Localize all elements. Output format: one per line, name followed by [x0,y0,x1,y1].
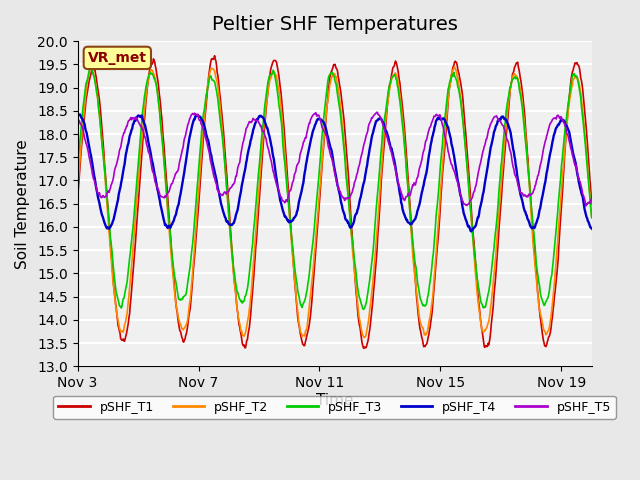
pSHF_T1 [360,346,368,351]
pSHF_T3 [74,164,81,169]
pSHF_T3 [465,187,472,193]
pSHF_T4 [518,195,525,201]
pSHF_T5 [387,146,394,152]
pSHF_T5 [372,110,380,116]
pSHF_T1 [465,170,472,176]
pSHF_T1 [211,53,218,59]
pSHF_T4 [74,112,81,118]
Line: pSHF_T3: pSHF_T3 [77,68,592,309]
pSHF_T5 [588,195,596,201]
pSHF_T2 [373,232,381,238]
pSHF_T1 [374,240,381,246]
pSHF_T4 [588,226,596,231]
pSHF_T1 [588,201,596,207]
Y-axis label: Soil Temperature: Soil Temperature [15,139,30,269]
Text: VR_met: VR_met [88,51,147,65]
pSHF_T2 [402,154,410,159]
pSHF_T4 [387,143,394,149]
pSHF_T3 [106,226,113,232]
pSHF_T3 [403,168,410,174]
pSHF_T2 [105,230,113,236]
pSHF_T4 [74,111,82,117]
pSHF_T5 [517,190,525,196]
pSHF_T1 [74,197,81,203]
Line: pSHF_T1: pSHF_T1 [77,56,592,348]
pSHF_T2 [465,182,472,188]
X-axis label: Time: Time [316,393,353,408]
Line: pSHF_T4: pSHF_T4 [77,114,592,231]
pSHF_T4 [464,224,472,229]
pSHF_T5 [74,116,81,122]
pSHF_T4 [402,215,410,221]
pSHF_T1 [387,76,395,82]
pSHF_T2 [387,83,394,88]
pSHF_T2 [74,189,81,194]
pSHF_T5 [582,203,589,209]
pSHF_T2 [518,94,525,100]
pSHF_T1 [518,83,525,89]
pSHF_T2 [360,335,368,340]
pSHF_T3 [374,192,381,198]
pSHF_T4 [106,225,113,230]
Line: pSHF_T2: pSHF_T2 [77,67,592,337]
pSHF_T5 [374,109,381,115]
Title: Peltier SHF Temperatures: Peltier SHF Temperatures [212,15,458,34]
pSHF_T1 [105,222,113,228]
pSHF_T4 [373,118,381,123]
pSHF_T5 [402,194,410,200]
pSHF_T1 [403,151,410,156]
pSHF_T3 [387,77,395,83]
pSHF_T3 [588,215,596,221]
pSHF_T3 [88,65,95,71]
pSHF_T2 [588,214,596,220]
pSHF_T5 [464,202,472,207]
pSHF_T2 [451,64,458,70]
pSHF_T4 [467,228,475,234]
pSHF_T5 [105,190,113,195]
pSHF_T3 [360,306,367,312]
Legend: pSHF_T1, pSHF_T2, pSHF_T3, pSHF_T4, pSHF_T5: pSHF_T1, pSHF_T2, pSHF_T3, pSHF_T4, pSHF… [53,396,616,419]
Line: pSHF_T5: pSHF_T5 [77,112,592,206]
pSHF_T3 [518,100,525,106]
